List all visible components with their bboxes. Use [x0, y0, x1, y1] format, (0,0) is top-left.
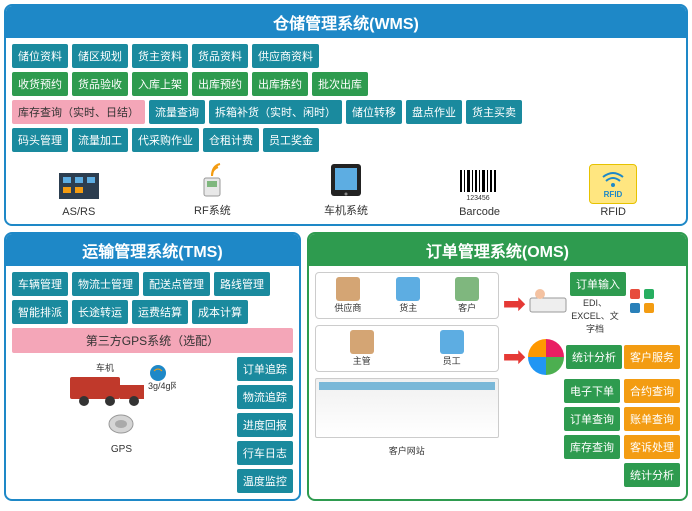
office-icon	[628, 287, 656, 320]
module-button[interactable]: 合约查询	[624, 379, 680, 403]
wms-icon-row: AS/RS RF系统 车机系统 123456 Barcode RFID RFID	[12, 160, 680, 218]
gps-bar: 第三方GPS系统（选配）	[12, 328, 293, 353]
module-button[interactable]: 路线管理	[214, 272, 270, 296]
icon-item: 车机系统	[322, 160, 370, 218]
module-button[interactable]: 订单追踪	[237, 357, 293, 381]
icon-label: RF系统	[194, 202, 231, 218]
module-button[interactable]: 货品资料	[192, 44, 248, 68]
module-button[interactable]: 储位资料	[12, 44, 68, 68]
wms-title: 仓储管理系统(WMS)	[6, 6, 686, 38]
module-button[interactable]: 配送点管理	[143, 272, 210, 296]
svg-text:RFID: RFID	[604, 190, 623, 199]
module-button[interactable]: 仓租计费	[203, 128, 259, 152]
module-button[interactable]: 代采购作业	[132, 128, 199, 152]
module-button[interactable]: 物流追踪	[237, 385, 293, 409]
module-button[interactable]: 入库上架	[132, 72, 188, 96]
actor: 供应商	[334, 277, 361, 314]
module-button[interactable]: 运费结算	[132, 300, 188, 324]
module-button[interactable]: 进度回报	[237, 413, 293, 437]
pie-icon	[528, 339, 564, 375]
icon-item: AS/RS	[55, 164, 103, 218]
module-button[interactable]: 客户服务	[624, 345, 680, 369]
module-button[interactable]: 流量查询	[149, 100, 205, 124]
svg-text:123456: 123456	[466, 195, 489, 202]
module-button[interactable]: 库存查询	[564, 435, 620, 459]
portal-screenshot	[315, 378, 499, 438]
module-button[interactable]: 出库拣约	[252, 72, 308, 96]
oms-title: 订单管理系统(OMS)	[309, 234, 686, 266]
module-button[interactable]: 流量加工	[72, 128, 128, 152]
module-button[interactable]: 温度监控	[237, 469, 293, 493]
icon-label: Barcode	[459, 206, 500, 218]
keyboard-icon	[528, 286, 568, 321]
icon-label: RFID	[600, 206, 626, 218]
tms-panel: 运输管理系统(TMS) 车辆管理物流士管理配送点管理路线管理智能排派长途转运运费结…	[4, 232, 301, 501]
asrs-icon	[55, 164, 103, 204]
module-button[interactable]: 货主买卖	[466, 100, 522, 124]
module-button[interactable]: 成本计算	[192, 300, 248, 324]
icon-item: RF系统	[188, 160, 236, 218]
actor-group: 供应商 货主客户	[315, 272, 499, 319]
module-button[interactable]: 智能排派	[12, 300, 68, 324]
module-button[interactable]: 码头管理	[12, 128, 68, 152]
module-button[interactable]: 行车日志	[237, 441, 293, 465]
module-button[interactable]: 订单查询	[564, 407, 620, 431]
module-button[interactable]: 长途转运	[72, 300, 128, 324]
module-button[interactable]: 盘点作业	[406, 100, 462, 124]
rfid-icon: RFID	[589, 164, 637, 204]
svg-text:车机: 车机	[96, 362, 114, 373]
icon-label: AS/RS	[62, 206, 95, 218]
gps-icon	[101, 409, 141, 442]
actor: 主管	[350, 330, 374, 367]
module-button[interactable]: 物流士管理	[72, 272, 139, 296]
actor: 货主	[396, 277, 420, 314]
barcode-icon: 123456	[456, 164, 504, 204]
rf-icon	[188, 160, 236, 200]
actor: 客户	[455, 277, 479, 314]
module-button[interactable]: 供应商资料	[252, 44, 319, 68]
tms-devices: 车机3g/4g网络GPS	[12, 357, 231, 455]
portal-label: 客户网站	[315, 444, 499, 457]
module-button[interactable]: 批次出库	[312, 72, 368, 96]
module-button[interactable]: 统计分析	[566, 345, 622, 369]
oms-panel: 订单管理系统(OMS)供应商货主客户主管员工客户网站➡订单输入EDI、EXCEL…	[307, 232, 688, 501]
module-button[interactable]: 拆箱补货（实时、闲时）	[209, 100, 342, 124]
actor: 员工	[440, 330, 464, 367]
module-button[interactable]: 统计分析	[624, 463, 680, 487]
module-button[interactable]: 出库预约	[192, 72, 248, 96]
icon-item: RFID RFID	[589, 164, 637, 218]
module-button[interactable]: 库存查询（实时、日结）	[12, 100, 145, 124]
module-button[interactable]: 订单输入	[570, 272, 626, 296]
actor-group: 主管 员工	[315, 325, 499, 372]
svg-text:3g/4g网络: 3g/4g网络	[148, 380, 176, 391]
arrow-icon: ➡	[503, 347, 526, 367]
tms-title: 运输管理系统(TMS)	[6, 234, 299, 266]
module-button[interactable]: 电子下单	[564, 379, 620, 403]
module-button[interactable]: 货品验收	[72, 72, 128, 96]
module-button[interactable]: 收货预约	[12, 72, 68, 96]
icon-label: 车机系统	[324, 202, 368, 218]
module-button[interactable]: 账单查询	[624, 407, 680, 431]
wms-panel: 仓储管理系统(WMS) 储位资料储区规划货主资料货品资料供应商资料收货预约货品验收…	[4, 4, 688, 226]
arrow-icon: ➡	[503, 294, 526, 314]
module-button[interactable]: 储位转移	[346, 100, 402, 124]
module-button[interactable]: 车辆管理	[12, 272, 68, 296]
module-button[interactable]: 客诉处理	[624, 435, 680, 459]
module-button[interactable]: 货主资料	[132, 44, 188, 68]
icon-item: 123456 Barcode	[456, 164, 504, 218]
tablet-icon	[322, 160, 370, 200]
module-button[interactable]: 员工奖金	[263, 128, 319, 152]
module-button[interactable]: 储区规划	[72, 44, 128, 68]
